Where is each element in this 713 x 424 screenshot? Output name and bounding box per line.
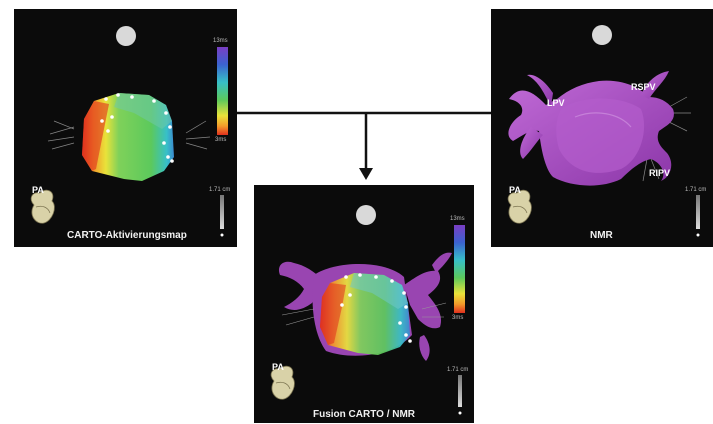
scale-top-label: 13ms <box>450 216 465 222</box>
ruler-label: 1.71 cm <box>209 187 231 193</box>
orientation-label: PA <box>272 362 284 372</box>
orientation-label: PA <box>509 185 521 195</box>
orientation-label: PA <box>32 185 44 195</box>
ruler-icon <box>220 195 224 229</box>
ripv-label: RIPV <box>649 168 671 178</box>
fusion-panel: 13ms 3ms 1.71 cm PA Fusion CARTO / NMR <box>254 185 474 423</box>
ruler-label: 1.71 cm <box>447 367 469 373</box>
panel-caption: NMR <box>590 230 613 241</box>
ruler-icon <box>696 195 700 229</box>
heart-icon <box>270 365 295 400</box>
nmr-panel: LPV RSPV RIPV 1.71 cm PA NMR <box>491 9 713 247</box>
color-scale-bar <box>454 225 465 313</box>
spot-icon <box>592 25 612 45</box>
spot-icon <box>116 26 136 46</box>
scale-top-label: 13ms <box>213 38 228 44</box>
ruler-icon <box>458 375 462 407</box>
panel-caption: Fusion CARTO / NMR <box>313 409 416 420</box>
heart-icon <box>30 189 55 224</box>
scale-bottom-label: 3ms <box>215 137 227 143</box>
scale-bottom-label: 3ms <box>452 315 464 321</box>
spot-icon <box>356 205 376 225</box>
lpv-label: LPV <box>547 98 565 108</box>
ruler-label: 1.71 cm <box>685 187 707 193</box>
panel-caption: CARTO-Aktivierungsmap <box>67 230 187 241</box>
carto-activation-panel: 13ms 3ms 1.71 cm PA CARTO-Aktivierungsma… <box>14 9 237 247</box>
color-scale-bar <box>217 47 228 135</box>
rspv-label: RSPV <box>631 82 656 92</box>
arrow-down-icon <box>359 168 373 180</box>
heart-icon <box>507 189 532 224</box>
